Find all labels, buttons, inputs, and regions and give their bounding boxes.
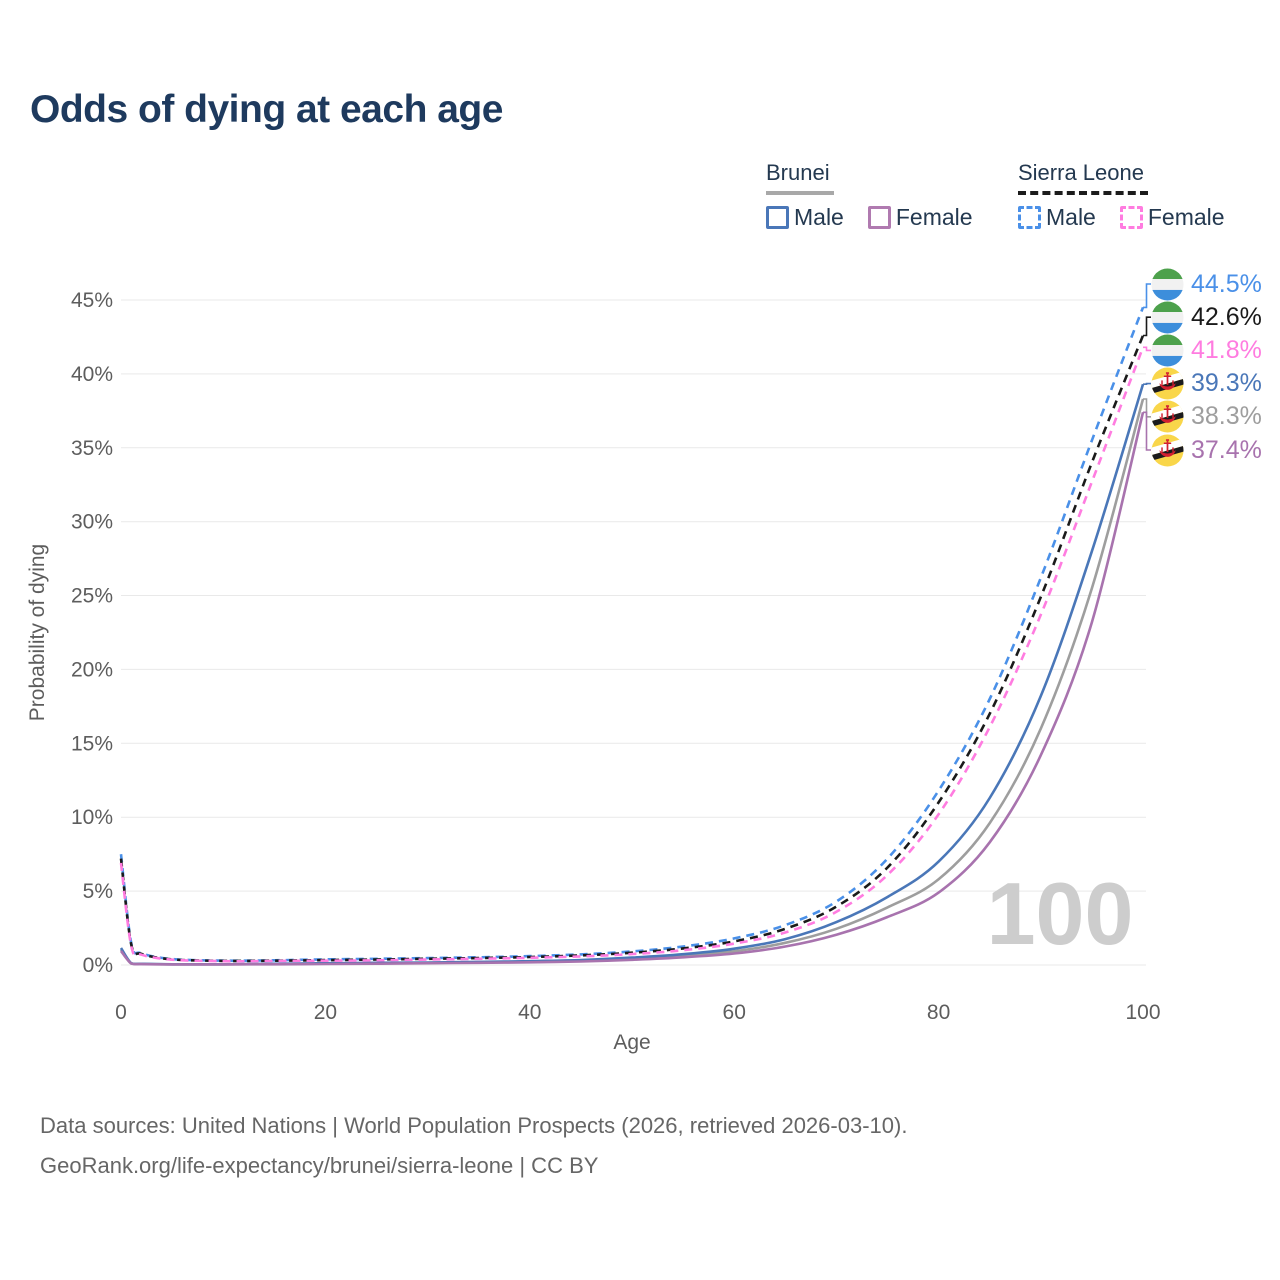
end-label-value: 39.3% [1191,369,1262,398]
y-tick-label: 5% [83,880,113,903]
y-tick-label: 40% [71,363,113,386]
x-tick-label: 80 [927,1001,950,1024]
footer-data-sources: Data sources: United Nations | World Pop… [40,1113,908,1138]
legend-items-sierra-leone: Male Female [1018,204,1225,231]
watermark-age-100: 100 [987,864,1134,963]
y-tick-label: 20% [71,658,113,681]
legend-country-sierra-leone: Sierra Leone [1018,160,1148,195]
end-label-brunei-both-sexes: 38.3% [1151,400,1262,433]
sierra-leone-female-swatch-icon [1119,206,1143,229]
y-tick-label: 35% [71,437,113,460]
y-tick-label: 45% [71,289,113,312]
end-label-value: 41.8% [1191,335,1262,364]
x-tick-label: 60 [723,1001,746,1024]
brunei-female-swatch-icon [867,206,891,229]
end-label-value: 44.5% [1191,269,1262,298]
label-connector-sierra-leone-male [1143,283,1151,309]
x-tick-label: 20 [314,1001,337,1024]
end-label-value: 37.4% [1191,435,1262,464]
legend-group-sierra-leone: Sierra Leone Male Female [1018,160,1225,231]
label-connector-brunei-female [1143,411,1151,451]
legend-label-brunei-male: Male [794,204,844,230]
chart-title: Odds of dying at each age [30,88,503,131]
series-line-sierra-leone-male[interactable] [119,306,1145,962]
legend-label-sierra-leone-male: Male [1046,204,1096,230]
end-label-value: 42.6% [1191,302,1262,331]
y-axis-title: Probability of dying [26,544,49,721]
end-label-brunei-male: 39.3% [1151,367,1262,400]
x-tick-label: 100 [1125,1001,1160,1024]
x-tick-label: 0 [115,1001,127,1024]
series-line-sierra-leone-both-sexes[interactable] [119,335,1145,963]
y-tick-label: 10% [71,806,113,829]
footer-attribution: GeoRank.org/life-expectancy/brunei/sierr… [40,1153,599,1178]
end-label-brunei-female: 37.4% [1151,433,1262,467]
legend-group-brunei: Brunei Male Female [766,160,973,231]
x-axis-title: Age [613,1031,650,1054]
label-connector-sierra-leone-female [1143,346,1151,352]
y-tick-label: 25% [71,585,113,608]
legend: Brunei Male Female Sierra Leone Male [0,160,1280,246]
brunei-male-swatch-icon [766,206,789,229]
series-line-sierra-leone-female[interactable] [119,346,1145,963]
brunei-flag-icon [1151,400,1184,433]
legend-item-brunei-female[interactable]: Female [867,204,973,231]
footer: Data sources: United Nations | World Pop… [40,1106,907,1186]
legend-label-sierra-leone-female: Female [1147,204,1225,230]
sierra-leone-flag-icon [1151,301,1184,334]
end-label-sierra-leone-both-sexes: 42.6% [1151,301,1262,334]
end-label-sierra-leone-female: 41.8% [1151,334,1262,367]
end-label-sierra-leone-male: 44.5% [1151,267,1262,301]
end-label-value: 38.3% [1191,402,1262,431]
legend-item-sierra-leone-male[interactable]: Male [1018,204,1096,231]
y-tick-label: 15% [71,732,113,755]
sierra-leone-male-swatch-icon [1018,206,1041,229]
legend-country-brunei: Brunei [766,160,834,195]
legend-label-brunei-female: Female [895,204,973,230]
x-tick-label: 40 [518,1001,541,1024]
label-connector-sierra-leone-both-sexes [1143,316,1151,337]
y-tick-label: 30% [71,511,113,534]
legend-item-sierra-leone-female[interactable]: Female [1119,204,1225,231]
sierra-leone-flag-icon [1151,334,1184,367]
series-line-brunei-female[interactable] [119,411,1145,966]
sierra-leone-flag-icon [1151,267,1184,301]
brunei-flag-icon [1151,433,1184,467]
legend-item-brunei-male[interactable]: Male [766,204,844,231]
label-connector-brunei-male [1143,382,1151,385]
legend-items-brunei: Male Female [766,204,973,231]
brunei-flag-icon [1151,367,1184,400]
y-tick-label: 0% [83,954,113,977]
label-connector-brunei-both-sexes [1143,398,1151,418]
